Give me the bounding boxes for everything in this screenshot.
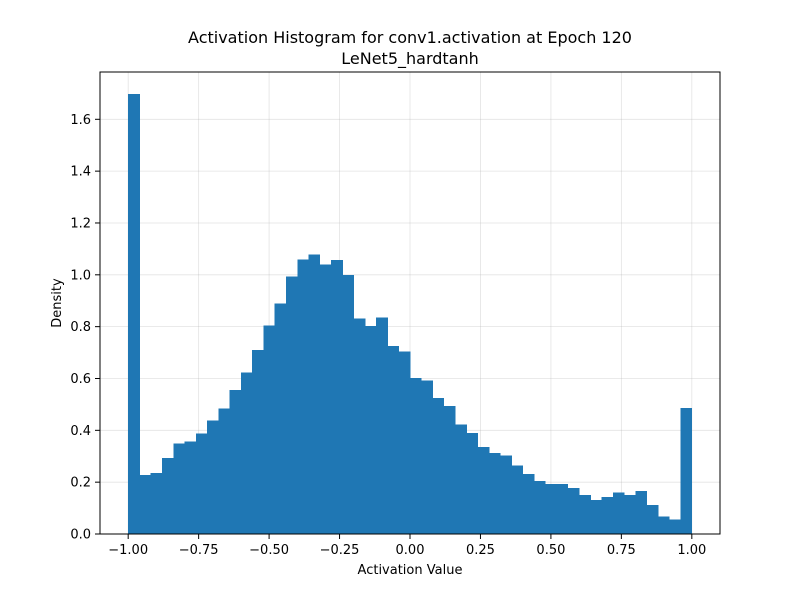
x-tick-label: −0.25 [320,543,360,558]
histogram-bar [579,495,591,534]
chart-subtitle: LeNet5_hardtanh [341,49,479,69]
y-tick-label: 0.6 [70,372,91,387]
histogram-bar [263,325,276,534]
y-tick-label: 0.0 [70,528,91,543]
histogram-bar [534,481,546,534]
x-tick-label: 0.50 [536,543,565,558]
histogram-bar [410,378,422,534]
histogram-bar [286,276,298,534]
y-tick-label: 0.4 [70,424,91,439]
histogram-bar [150,472,163,534]
plot-area-frame [99,71,721,535]
histogram-bar [477,446,490,534]
histogram-bar [240,372,253,534]
histogram-bar [398,351,411,534]
histogram-bar [421,380,433,534]
y-tick-label: 1.6 [70,113,91,128]
histogram-bar [590,500,603,534]
histogram-bar [342,274,355,534]
histogram-bar [680,408,693,534]
histogram-bar [364,326,377,534]
histogram-bar [353,318,366,534]
histogram-bar [658,516,670,534]
histogram-bar [601,497,614,534]
histogram-bar [173,443,185,534]
histogram-bar [387,345,400,534]
y-tick-label: 0.2 [70,476,91,491]
histogram-bar [635,491,648,534]
histogram-bar [432,397,445,534]
histogram-bar [207,420,219,534]
histogram-bar [466,433,479,534]
histogram-bar [297,259,309,534]
x-axis-label: Activation Value [358,563,463,578]
histogram-bar [567,488,580,534]
histogram-bar [443,405,456,534]
x-tick-label: −1.00 [108,543,148,558]
histogram-bar [162,458,174,534]
histogram-bar [308,254,321,534]
x-tick-label: 1.00 [677,543,706,558]
x-tick-label: 0.75 [607,543,636,558]
x-tick-label: 0.00 [396,543,425,558]
histogram-bar [128,94,140,534]
x-tick-label: −0.50 [249,543,289,558]
histogram-bar [376,317,388,534]
histogram-bar [195,433,208,534]
histogram-bar [184,441,197,534]
histogram-bar [511,465,524,534]
x-axis-ticks: −1.00 −0.75 −0.50 −0.25 0.00 0.25 0.50 0.75 1.00 [108,534,706,558]
histogram-bar [522,474,535,534]
y-axis-label: Density [50,278,65,328]
histogram-bar [331,259,343,534]
histogram-bar [612,492,625,534]
histogram-bar [319,264,332,534]
histogram-bar [139,475,152,534]
histogram-bar [545,483,557,534]
x-tick-label: 0.25 [466,543,495,558]
histogram-bar [455,424,467,534]
histogram-bar [624,494,636,534]
chart-title: Activation Histogram for conv1.activatio… [188,28,632,47]
y-tick-label: 1.0 [70,268,91,283]
histogram-bar [500,455,512,534]
histogram-bar [274,303,287,534]
y-tick-label: 1.4 [70,165,91,180]
x-tick-label: −0.75 [179,543,219,558]
histogram-bar [218,408,231,534]
y-axis-ticks: 0.0 0.2 0.4 0.6 0.8 1.0 1.2 1.4 1.6 [70,113,100,543]
histogram-bar [646,504,659,534]
histogram-bar [252,349,264,534]
histogram-bars [128,94,693,534]
y-tick-label: 1.2 [70,216,91,231]
histogram-bar [229,389,242,534]
histogram-bar [556,483,569,534]
histogram-bar [488,453,501,534]
y-tick-label: 0.8 [70,320,91,335]
histogram-bar [669,519,681,534]
